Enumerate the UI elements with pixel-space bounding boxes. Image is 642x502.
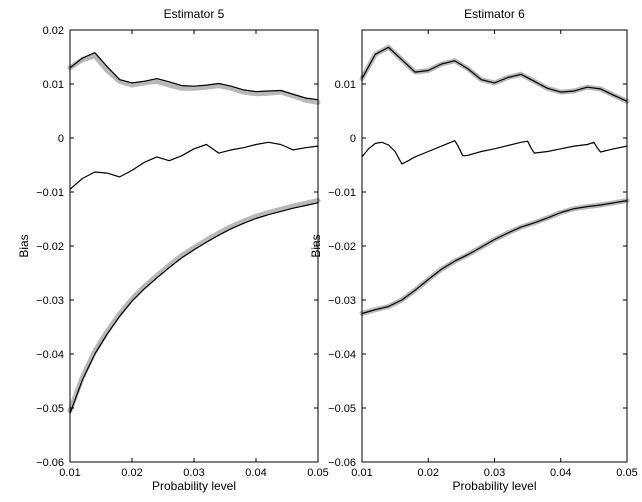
y-tick-label: −0.06 [328, 457, 356, 469]
series-line-2 [69, 141, 319, 190]
series-line-2 [361, 140, 628, 165]
x-tick-label: 0.02 [121, 467, 142, 479]
x-tick-label: 0.04 [245, 467, 266, 479]
y-axis-label: Bias [17, 234, 31, 257]
chart-title: Estimator 6 [464, 7, 525, 21]
series-line-3 [359, 198, 630, 316]
chart-estimator-6: 0.01 0.02 0.03 0.04 0.05−0.06−0.05−0.04−0.03… [309, 7, 638, 493]
series-line-1 [69, 52, 319, 101]
series-line-0 [67, 53, 321, 105]
y-tick-label: 0.02 [43, 25, 64, 37]
x-tick-label: 0.01 [59, 467, 80, 479]
chart-title: Estimator 5 [164, 7, 225, 21]
x-tick-label: 0.01 [351, 467, 372, 479]
y-tick-label: 0.01 [335, 79, 356, 91]
x-tick-label: 0.03 [484, 467, 505, 479]
y-tick-label: −0.05 [328, 403, 356, 415]
y-tick-label: −0.01 [36, 187, 64, 199]
x-axis-label: Probability level [152, 479, 236, 493]
y-tick-label: 0 [58, 133, 64, 145]
x-tick-label: 0.02 [418, 467, 439, 479]
x-tick-label: 0.04 [550, 467, 571, 479]
y-tick-label: −0.03 [36, 295, 64, 307]
y-tick-label: −0.03 [328, 295, 356, 307]
y-tick-label: −0.05 [36, 403, 64, 415]
y-axis-label: Bias [309, 234, 323, 257]
y-tick-label: −0.01 [328, 187, 356, 199]
y-tick-label: −0.04 [36, 349, 64, 361]
x-axis-label: Probability level [452, 479, 536, 493]
y-tick-label: −0.06 [36, 457, 64, 469]
series-line-4 [69, 202, 319, 414]
series-line-4 [361, 200, 628, 315]
y-tick-label: −0.02 [328, 241, 356, 253]
y-tick-label: −0.04 [328, 349, 356, 361]
x-tick-label: 0.03 [183, 467, 204, 479]
x-tick-label: 0.05 [307, 467, 328, 479]
chart-estimator-5: 0.01 0.02 0.03 0.04 0.05 −0.06 −0.05 −0.04 −0.03… [17, 7, 329, 493]
series-line-1 [361, 46, 628, 102]
series-line-3 [67, 198, 321, 414]
x-tick-label: 0.05 [616, 467, 637, 479]
y-tick-label: 0 [350, 133, 356, 145]
plot-frame [361, 29, 628, 463]
y-tick-label: −0.02 [36, 241, 64, 253]
series-line-0 [359, 44, 630, 104]
y-tick-label: 0.01 [43, 79, 64, 91]
